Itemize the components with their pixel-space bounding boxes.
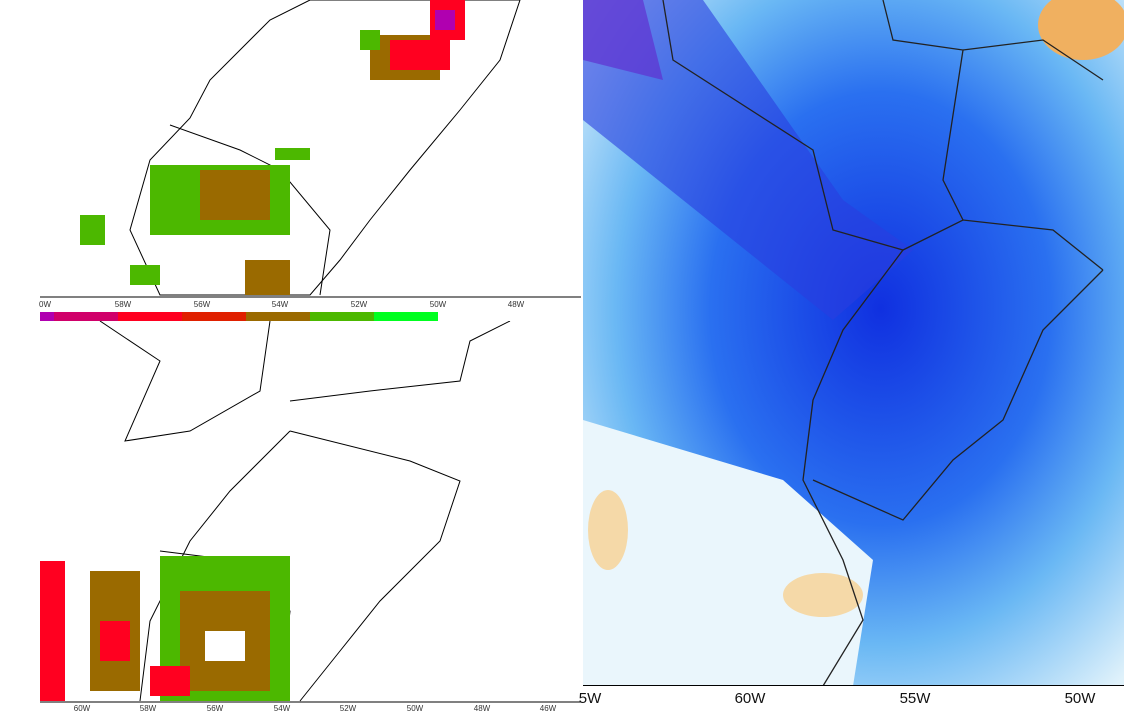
top-left-map <box>40 0 581 298</box>
lon-tick: 46W <box>539 704 557 713</box>
lon-tick: 60W <box>734 690 766 707</box>
colorbar-segment <box>374 312 438 321</box>
lon-tick: 48W <box>507 300 525 309</box>
colorbar-segment <box>246 312 310 321</box>
lon-tick: 55W <box>899 690 931 707</box>
lon-tick: 50W <box>1064 690 1096 707</box>
colorbar <box>40 312 438 321</box>
colorbar-segment <box>182 312 246 321</box>
lon-tick: 52W <box>350 300 368 309</box>
lon-tick: 50W <box>429 300 447 309</box>
colorbar-segment <box>118 312 182 321</box>
top-left-map-drawing <box>40 0 581 298</box>
right-map <box>583 0 1128 687</box>
lon-tick: 56W <box>193 300 211 309</box>
right-map-drawing <box>583 0 1128 687</box>
bottom-left-map <box>40 320 581 703</box>
lon-tick: 58W <box>114 300 132 309</box>
lon-tick: 54W <box>271 300 289 309</box>
lon-tick: 58W <box>139 704 157 713</box>
lon-tick: 56W <box>206 704 224 713</box>
precip-anomaly-areas <box>40 556 290 701</box>
lon-tick: 52W <box>339 704 357 713</box>
colorbar-segment <box>54 312 118 321</box>
colorbar-segment <box>40 312 54 321</box>
lon-tick: 5W <box>578 690 602 707</box>
lon-tick: 50W <box>406 704 424 713</box>
precip-anomaly-areas <box>80 0 465 295</box>
lon-tick: 60W <box>73 704 91 713</box>
bottom-left-map-drawing <box>40 320 581 703</box>
lon-tick: 54W <box>273 704 291 713</box>
colorbar-segment <box>310 312 374 321</box>
lon-tick: 48W <box>473 704 491 713</box>
lon-tick: 0W <box>39 300 51 309</box>
